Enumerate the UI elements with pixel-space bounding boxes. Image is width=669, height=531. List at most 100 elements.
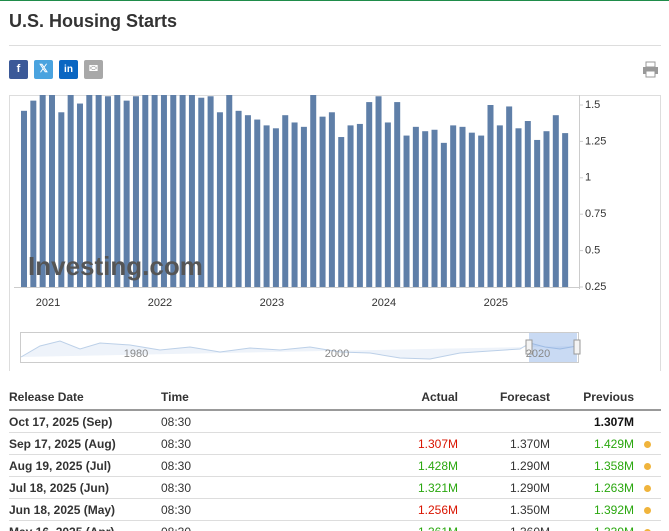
- cell-previous: 1.429M: [550, 432, 634, 455]
- cell-time: 08:30: [161, 498, 311, 521]
- bar: [114, 95, 121, 288]
- bar: [543, 131, 550, 287]
- cell-forecast: 1.350M: [458, 498, 550, 521]
- x-tick-label: 2023: [260, 297, 284, 309]
- bar: [151, 95, 158, 287]
- bar: [86, 95, 93, 287]
- navigator-label: 2000: [325, 348, 349, 360]
- column-header: Actual: [311, 385, 458, 411]
- bar: [207, 96, 214, 287]
- cell-time: 08:30: [161, 432, 311, 455]
- cell-marker: [634, 454, 661, 477]
- bar: [459, 126, 466, 287]
- bar: [123, 100, 130, 288]
- revision-dot: [644, 528, 651, 531]
- print-icon[interactable]: [642, 61, 659, 78]
- revision-dot: [644, 484, 651, 492]
- navigator-line: [20, 340, 578, 360]
- bar: [104, 96, 111, 287]
- bar: [160, 95, 167, 287]
- bar: [235, 110, 242, 287]
- cell-marker: [634, 432, 661, 455]
- navigator-handle[interactable]: [525, 339, 533, 355]
- bar: [478, 135, 485, 287]
- bar: [39, 95, 46, 287]
- cell-actual: 1.361M: [311, 520, 458, 531]
- cell-date: Jun 18, 2025 (May): [9, 498, 161, 521]
- share-x[interactable]: 𝕏: [34, 60, 53, 79]
- bar: [487, 105, 494, 287]
- column-header: Release Date: [9, 385, 161, 411]
- bar: [244, 115, 251, 287]
- table-row: Sep 17, 2025 (Aug) 08:30 1.307M 1.370M 1.429…: [9, 432, 661, 455]
- cell-actual: 1.428M: [311, 454, 458, 477]
- bar: [142, 95, 149, 288]
- cell-time: 08:30: [161, 410, 311, 433]
- bar: [403, 135, 410, 287]
- cell-time: 08:30: [161, 476, 311, 499]
- share-linkedin[interactable]: in: [59, 60, 78, 79]
- watermark: Investing.com: [28, 251, 203, 281]
- bar: [422, 131, 429, 287]
- navigator-selection[interactable]: [529, 333, 577, 362]
- bar: [216, 112, 223, 287]
- bar: [356, 123, 363, 287]
- bar: [440, 142, 447, 287]
- revision-dot: [644, 440, 651, 448]
- cell-date: Sep 17, 2025 (Aug): [9, 432, 161, 455]
- bar: [328, 112, 335, 287]
- share-facebook[interactable]: f: [9, 60, 28, 79]
- cell-date: Oct 17, 2025 (Sep): [9, 410, 161, 433]
- column-header: Time: [161, 385, 311, 411]
- y-tick-label: 0.75: [585, 208, 606, 220]
- x-tick-label: 2025: [484, 297, 508, 309]
- bar: [254, 119, 261, 287]
- cell-actual: 1.256M: [311, 498, 458, 521]
- navigator-label: 2020: [526, 348, 550, 360]
- column-header: Forecast: [458, 385, 550, 411]
- bar: [375, 96, 382, 287]
- cell-time: 08:30: [161, 520, 311, 531]
- cell-previous: 1.263M: [550, 476, 634, 499]
- navigator-handle[interactable]: [573, 339, 581, 355]
- bar: [226, 95, 233, 287]
- bar: [506, 106, 513, 288]
- cell-forecast: 1.360M: [458, 520, 550, 531]
- table-row: Oct 17, 2025 (Sep) 08:30 1.307M: [9, 410, 661, 433]
- bar: [272, 128, 279, 287]
- bar: [450, 125, 457, 287]
- cell-marker: [634, 520, 661, 531]
- table-row: Jun 18, 2025 (May) 08:30 1.256M 1.350M 1.392…: [9, 498, 661, 521]
- chart: 1980 2000 2020 0.25 0.5 0.75 1 1.25 1.5 2021 20…: [9, 95, 661, 371]
- history-table: Release Date Time Actual Forecast Previo…: [9, 385, 661, 531]
- cell-forecast: [458, 410, 550, 433]
- cell-forecast: 1.370M: [458, 432, 550, 455]
- cell-previous: 1.358M: [550, 454, 634, 477]
- cell-actual: 1.307M: [311, 432, 458, 455]
- bar: [468, 132, 475, 287]
- cell-date: Aug 19, 2025 (Jul): [9, 454, 161, 477]
- cell-previous: 1.307M: [550, 410, 634, 433]
- bar: [291, 122, 298, 287]
- x-tick-label: 2021: [36, 297, 60, 309]
- bar: [552, 115, 559, 287]
- revision-dot: [644, 506, 651, 514]
- cell-time: 08:30: [161, 454, 311, 477]
- bar: [132, 96, 139, 287]
- table-row: Aug 19, 2025 (Jul) 08:30 1.428M 1.290M 1.358…: [9, 454, 661, 477]
- bar: [534, 139, 541, 287]
- bar: [198, 97, 205, 287]
- cell-date: May 16, 2025 (Apr): [9, 520, 161, 531]
- column-header: [634, 385, 661, 411]
- bar: [48, 95, 55, 287]
- bar: [300, 126, 307, 287]
- cell-marker: [634, 476, 661, 499]
- cell-actual: 1.321M: [311, 476, 458, 499]
- share-email[interactable]: ✉: [84, 60, 103, 79]
- y-tick-label: 0.5: [585, 245, 600, 257]
- bar: [188, 95, 195, 287]
- y-tick-label: 0.25: [585, 281, 606, 293]
- bar: [170, 95, 177, 287]
- bar: [562, 133, 569, 287]
- bar: [431, 129, 438, 287]
